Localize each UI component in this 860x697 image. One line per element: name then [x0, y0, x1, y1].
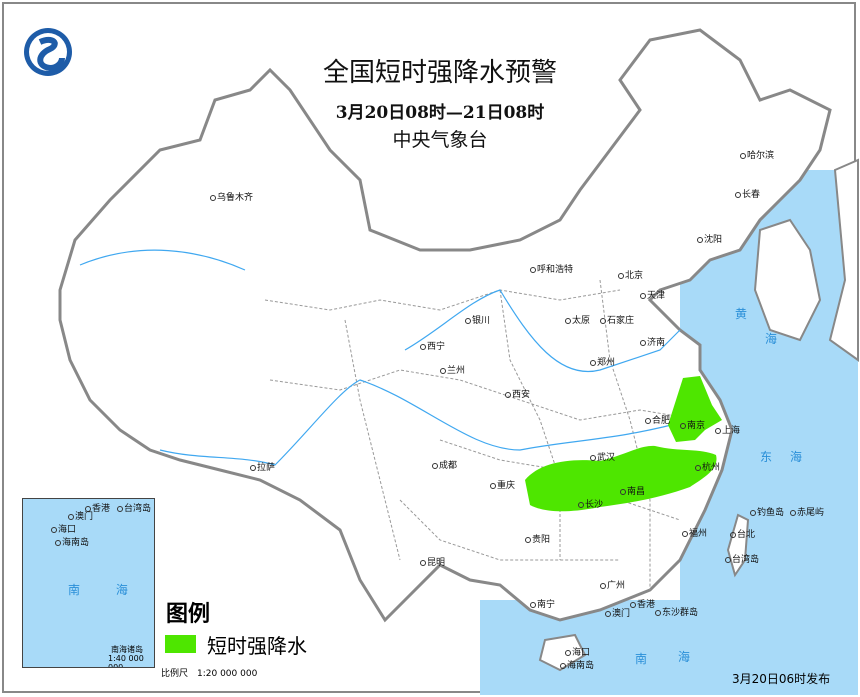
city-label: 成都 — [432, 458, 457, 471]
korea-land — [753, 218, 822, 342]
province-borders — [264, 279, 701, 590]
city-label: 天津 — [640, 288, 665, 301]
city-label: 太原 — [565, 313, 590, 326]
inset-label: 澳门 — [68, 509, 93, 522]
island-label: 海南岛 — [560, 658, 594, 671]
inset-label: 海口 — [51, 522, 76, 535]
city-label: 贵阳 — [525, 532, 550, 545]
legend-title: 图例 — [166, 602, 211, 627]
city-label: 澳门 — [605, 606, 630, 619]
city-label: 南昌 — [620, 484, 645, 497]
sea-label: 海 — [765, 332, 796, 346]
south-china-sea-inset: 香港 澳门 台湾岛 海口 海南岛 南 海 南海诸岛 1:40 000 000 — [22, 498, 155, 668]
city-label: 济南 — [640, 335, 665, 348]
city-label: 沈阳 — [697, 232, 722, 245]
city-label: 海口 — [565, 645, 590, 658]
inset-scale: 1:40 000 000 — [108, 654, 144, 668]
map-scale: 比例尺 1:20 000 000 — [161, 669, 258, 679]
city-label: 西宁 — [420, 339, 445, 352]
sea-label: 黄 — [735, 307, 766, 321]
legend-label: 短时强降水 — [207, 634, 307, 658]
city-label: 上海 — [715, 423, 740, 436]
inset-label: 台湾岛 — [117, 501, 151, 514]
city-label: 银川 — [465, 313, 490, 326]
sea-label: 海 — [790, 450, 821, 464]
city-label: 兰州 — [440, 363, 465, 376]
city-label: 重庆 — [490, 478, 515, 491]
city-label: 合肥 — [645, 413, 670, 426]
city-label: 广州 — [600, 578, 625, 591]
inset-title: 南海诸岛 — [111, 645, 143, 654]
city-label: 南京 — [680, 418, 705, 431]
valid-period: 3月20日08时—21日08时 — [335, 103, 545, 123]
japan-land — [828, 158, 859, 362]
issuing-agency: 中央气象台 — [392, 129, 488, 151]
city-label: 石家庄 — [600, 313, 634, 326]
city-label: 香港 — [630, 597, 655, 610]
island-label: 赤尾屿 — [790, 505, 824, 518]
city-label: 长春 — [735, 187, 760, 200]
sea-label: 东 — [760, 450, 791, 464]
sea-label: 南 — [635, 652, 666, 666]
city-label: 长沙 — [578, 497, 603, 510]
city-label: 哈尔滨 — [740, 148, 774, 161]
inset-sea-label: 南 海 — [68, 583, 144, 597]
island-label: 台湾岛 — [725, 552, 759, 565]
city-label: 郑州 — [590, 355, 615, 368]
city-label: 昆明 — [420, 555, 445, 568]
city-label: 乌鲁木齐 — [210, 190, 253, 203]
city-label: 西安 — [505, 387, 530, 400]
map-title: 全国短时强降水预警 — [322, 58, 557, 88]
city-label: 呼和浩特 — [530, 262, 573, 275]
city-label: 南宁 — [530, 597, 555, 610]
issue-time: 3月20日06时发布 — [732, 672, 831, 686]
logo — [24, 28, 72, 76]
city-label: 杭州 — [695, 460, 720, 473]
city-label: 台北 — [730, 527, 755, 540]
island-label: 钓鱼岛 — [750, 505, 784, 518]
city-label: 北京 — [618, 268, 643, 281]
island-label: 东沙群岛 — [655, 605, 698, 618]
city-label: 武汉 — [590, 450, 615, 463]
legend-swatch-heavy-rain — [165, 635, 196, 653]
inset-label: 海南岛 — [55, 535, 89, 548]
sea-label: 海 — [678, 650, 709, 664]
city-label: 福州 — [682, 526, 707, 539]
inset-label: 香港 — [85, 501, 110, 514]
city-label: 拉萨 — [250, 460, 275, 473]
warning-area-south — [525, 445, 717, 512]
